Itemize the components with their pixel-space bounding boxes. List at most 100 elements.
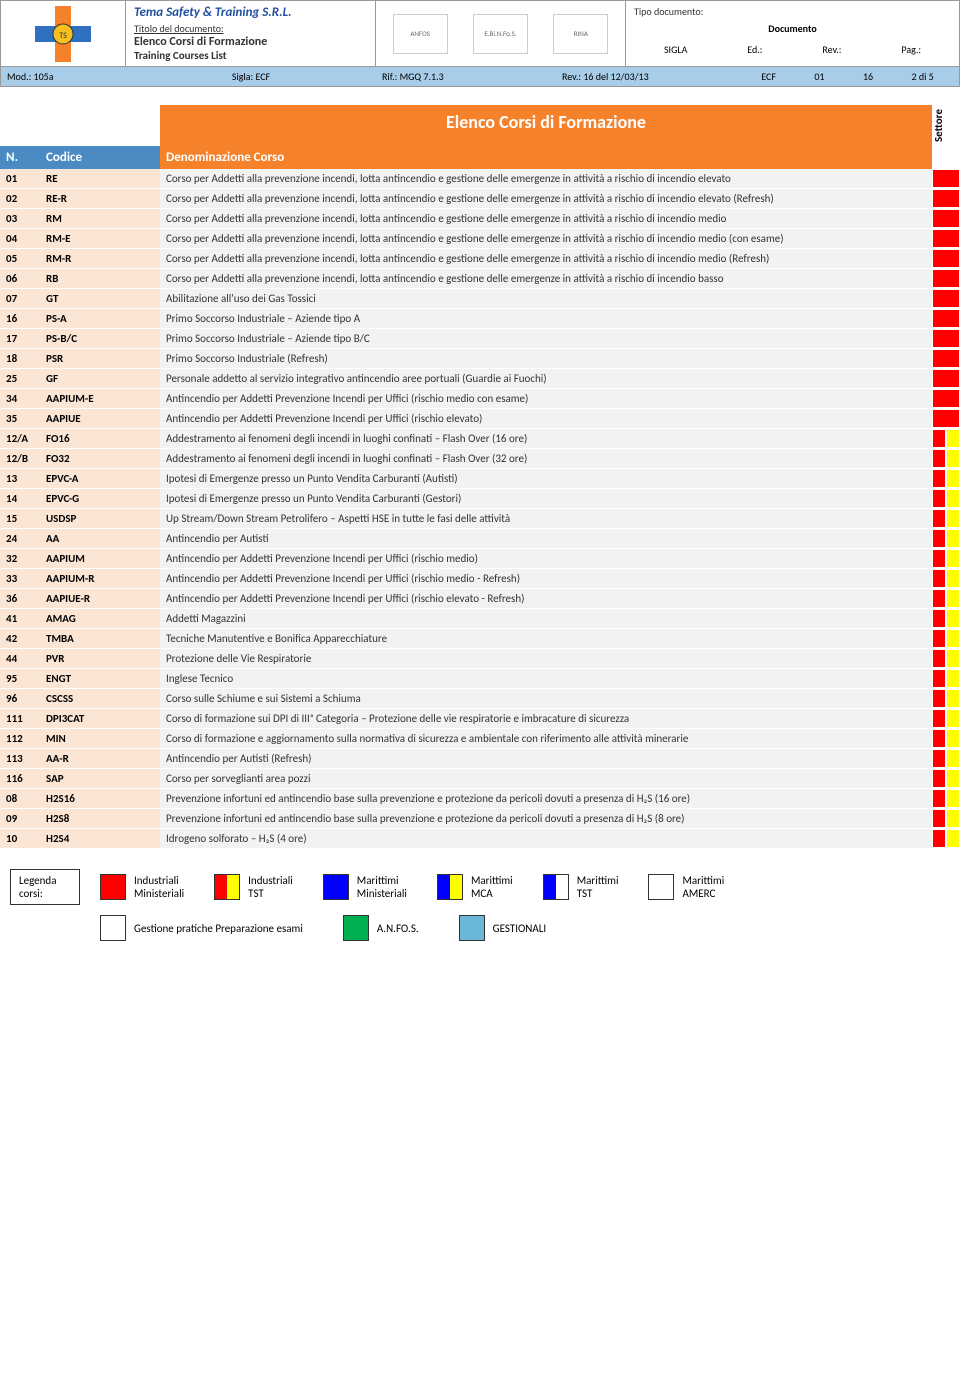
company-name: Tema Safety & Training S.R.L.	[134, 5, 367, 20]
legend-item: Marittimi AMERC	[648, 874, 724, 900]
cell-codice: CSCSS	[40, 689, 160, 708]
cell-settore	[932, 749, 960, 768]
table-row: 41AMAGAddetti Magazzini	[0, 609, 960, 629]
cell-settore	[932, 549, 960, 568]
table-row: 08H2S16Prevenzione infortuni ed antincen…	[0, 789, 960, 809]
cell-denominazione: Corso per Addetti alla prevenzione incen…	[160, 229, 932, 248]
table-row: 07GTAbilitazione all'uso dei Gas Tossici	[0, 289, 960, 309]
cell-codice: RM	[40, 209, 160, 228]
cell-codice: RE-R	[40, 189, 160, 208]
cell-denominazione: Addetti Magazzini	[160, 609, 932, 628]
cell-settore	[932, 249, 960, 268]
table-row: 10H2S4Idrogeno solforato – H₂S (4 ore)	[0, 829, 960, 849]
table-row: 36AAPIUE-RAntincendio per Addetti Preven…	[0, 589, 960, 609]
cell-n: 02	[0, 189, 40, 208]
cell-denominazione: Prevenzione infortuni ed antincendio bas…	[160, 789, 932, 808]
cell-codice: TMBA	[40, 629, 160, 648]
cell-codice: AA-R	[40, 749, 160, 768]
cell-denominazione: Corso per Addetti alla prevenzione incen…	[160, 249, 932, 268]
col-ed: Ed.:	[747, 43, 762, 56]
cell-codice: EPVC-A	[40, 469, 160, 488]
table-row: 01RECorso per Addetti alla prevenzione i…	[0, 169, 960, 189]
legend-color-box	[214, 874, 240, 900]
legend-color-box	[543, 874, 569, 900]
cell-denominazione: Addestramento ai fenomeni degli incendi …	[160, 449, 932, 468]
table-row: 35AAPIUEAntincendio per Addetti Prevenzi…	[0, 409, 960, 429]
legend-text: GESTIONALI	[493, 922, 546, 935]
legend-item: GESTIONALI	[459, 915, 546, 941]
table-row: 15USDSPUp Stream/Down Stream Petrolifero…	[0, 509, 960, 529]
cell-denominazione: Antincendio per Addetti Prevenzione Ince…	[160, 569, 932, 588]
cell-codice: H2S16	[40, 789, 160, 808]
legend-color-box	[343, 915, 369, 941]
cell-n: 95	[0, 669, 40, 688]
legend-color-box	[100, 874, 126, 900]
cell-codice: SAP	[40, 769, 160, 788]
cell-settore	[932, 709, 960, 728]
table-row: 42TMBATecniche Manutentive e Bonifica Ap…	[0, 629, 960, 649]
cell-n: 07	[0, 289, 40, 308]
cell-denominazione: Corso per Addetti alla prevenzione incen…	[160, 209, 932, 228]
cell-codice: PS-A	[40, 309, 160, 328]
cell-codice: RM-E	[40, 229, 160, 248]
cell-settore	[932, 729, 960, 748]
infobar-codes: ECF 01 16 2 di 5	[736, 67, 959, 86]
legend-text: Marittimi AMERC	[682, 874, 724, 900]
legend-color-box	[323, 874, 349, 900]
legend-text: Industriali Ministeriali	[134, 874, 184, 900]
col-sigla: SIGLA	[664, 43, 687, 56]
legend-label: Legenda corsi:	[10, 869, 80, 905]
legend-text: A.N.FO.S.	[377, 922, 419, 935]
cell-settore	[932, 409, 960, 428]
table-row: 116SAPCorso per sorveglianti area pozzi	[0, 769, 960, 789]
cell-n: 17	[0, 329, 40, 348]
cell-denominazione: Tecniche Manutentive e Bonifica Apparecc…	[160, 629, 932, 648]
table-row: 04RM-ECorso per Addetti alla prevenzione…	[0, 229, 960, 249]
table-row: 05RM-RCorso per Addetti alla prevenzione…	[0, 249, 960, 269]
cell-settore	[932, 829, 960, 848]
cell-settore	[932, 609, 960, 628]
title-band: Elenco Corsi di Formazione Settore	[0, 105, 960, 146]
cell-n: 08	[0, 789, 40, 808]
cell-codice: AAPIUM	[40, 549, 160, 568]
cell-codice: GF	[40, 369, 160, 388]
header-metadata: Tipo documento: Documento SIGLA Ed.: Rev…	[626, 1, 959, 66]
cell-codice: FO16	[40, 429, 160, 448]
cell-denominazione: Abilitazione all'uso dei Gas Tossici	[160, 289, 932, 308]
cell-n: 15	[0, 509, 40, 528]
cell-denominazione: Personale addetto al servizio integrativ…	[160, 369, 932, 388]
cell-codice: H2S4	[40, 829, 160, 848]
doc-title-it: Elenco Corsi di Formazione	[134, 35, 367, 49]
doc-title-en: Training Courses List	[134, 49, 367, 62]
cell-codice: DPI3CAT	[40, 709, 160, 728]
table-row: 33AAPIUM-RAntincendio per Addetti Preven…	[0, 569, 960, 589]
table-row: 44PVRProtezione delle Vie Respiratorie	[0, 649, 960, 669]
cell-denominazione: Antincendio per Addetti Prevenzione Ince…	[160, 549, 932, 568]
main-title: Elenco Corsi di Formazione	[160, 105, 932, 146]
tipo-doc-value: Documento	[634, 22, 951, 35]
cell-settore	[932, 469, 960, 488]
cell-settore	[932, 309, 960, 328]
infobar-mod: Mod.: 105a	[1, 67, 126, 86]
cell-settore	[932, 789, 960, 808]
legend-color-box	[459, 915, 485, 941]
th-n: N.	[0, 146, 40, 169]
settore-label: Settore	[932, 105, 960, 146]
legend-color-box	[100, 915, 126, 941]
cell-settore	[932, 509, 960, 528]
table-row: 25GFPersonale addetto al servizio integr…	[0, 369, 960, 389]
table-row: 111DPI3CATCorso di formazione sui DPI di…	[0, 709, 960, 729]
table-row: 02RE-RCorso per Addetti alla prevenzione…	[0, 189, 960, 209]
cell-denominazione: Corso sulle Schiume e sui Sistemi a Schi…	[160, 689, 932, 708]
table-row: 96CSCSSCorso sulle Schiume e sui Sistemi…	[0, 689, 960, 709]
cell-n: 44	[0, 649, 40, 668]
cell-denominazione: Corso per sorveglianti area pozzi	[160, 769, 932, 788]
cell-codice: PSR	[40, 349, 160, 368]
cell-codice: RM-R	[40, 249, 160, 268]
cell-n: 18	[0, 349, 40, 368]
cell-n: 34	[0, 389, 40, 408]
cell-settore	[932, 449, 960, 468]
legend-text: Marittimi Ministeriali	[357, 874, 407, 900]
cell-denominazione: Primo Soccorso Industriale (Refresh)	[160, 349, 932, 368]
table-row: 95ENGTInglese Tecnico	[0, 669, 960, 689]
